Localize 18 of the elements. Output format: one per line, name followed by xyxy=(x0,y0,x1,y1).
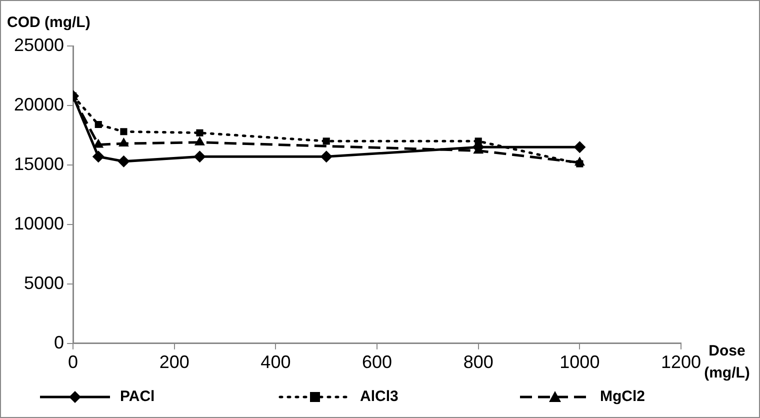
legend-label: AlCl3 xyxy=(360,388,398,406)
x-tick-label: 400 xyxy=(260,352,291,372)
y-tick-label: 25000 xyxy=(14,34,64,55)
legend-label: MgCl2 xyxy=(600,388,645,406)
y-tick-label: 20000 xyxy=(14,94,64,114)
y-tick-label: 5000 xyxy=(24,272,64,293)
y-tick-label: 0 xyxy=(54,332,64,352)
x-tick-label: 600 xyxy=(362,352,392,372)
x-tick-label: 800 xyxy=(463,352,494,372)
x-tick-label: 0 xyxy=(68,352,78,372)
legend-label: PACl xyxy=(120,388,155,406)
y-tick-label: 10000 xyxy=(14,213,64,234)
x-tick-label: 200 xyxy=(159,352,190,372)
x-tick-label: 1200 xyxy=(660,352,702,372)
x-axis-title: Dose (mg/L) xyxy=(704,342,750,382)
y-tick-label: 15000 xyxy=(14,154,64,174)
x-tick-label: 1000 xyxy=(560,352,600,372)
y-axis-title: COD (mg/L) xyxy=(7,14,90,31)
